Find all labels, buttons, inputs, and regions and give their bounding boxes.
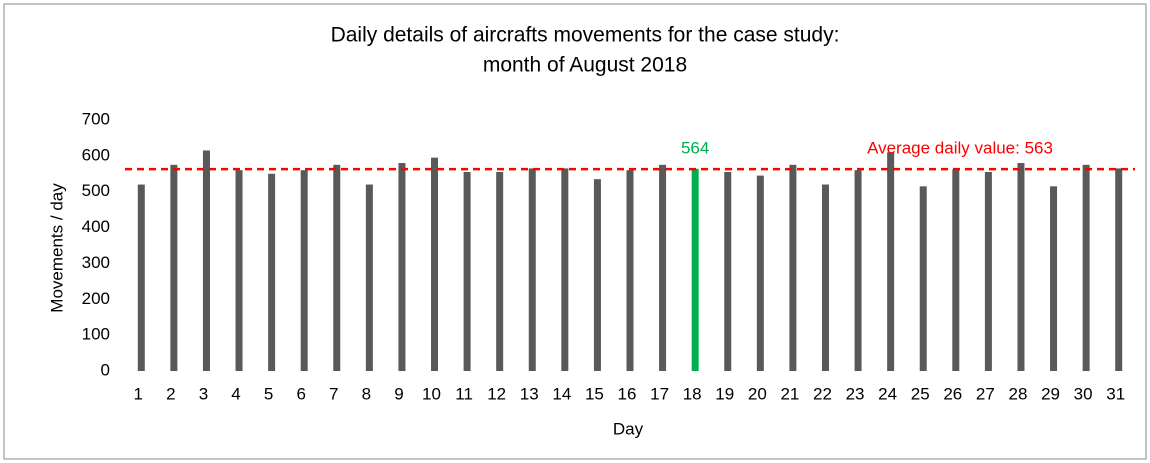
x-tick-label: 9 xyxy=(394,384,403,403)
x-tick-label: 17 xyxy=(650,384,669,403)
y-tick-label: 700 xyxy=(82,109,110,128)
bar xyxy=(659,164,667,371)
x-tick-label: 4 xyxy=(231,384,240,403)
x-tick-label: 20 xyxy=(748,384,767,403)
x-tick-label: 10 xyxy=(422,384,441,403)
x-tick-label: 13 xyxy=(520,384,539,403)
bar xyxy=(137,184,145,371)
x-tick-label: 1 xyxy=(134,384,143,403)
value-label: 564 xyxy=(681,138,709,157)
x-tick-label: 25 xyxy=(911,384,930,403)
bar xyxy=(398,163,406,371)
x-tick-label: 30 xyxy=(1074,384,1093,403)
y-tick-label: 600 xyxy=(82,145,110,164)
bar xyxy=(984,171,992,371)
x-tick-label: 11 xyxy=(455,384,473,403)
x-tick-label: 5 xyxy=(264,384,273,403)
x-axis-label: Day xyxy=(613,419,644,438)
x-tick-label: 7 xyxy=(329,384,338,403)
y-tick-label: 200 xyxy=(82,289,110,308)
bar xyxy=(1115,168,1123,371)
x-tick-label: 22 xyxy=(813,384,832,403)
x-tick-label: 15 xyxy=(585,384,604,403)
x-tick-label: 31 xyxy=(1106,384,1125,403)
x-tick-label: 27 xyxy=(976,384,995,403)
bar xyxy=(854,170,862,371)
bar xyxy=(724,171,732,371)
bar xyxy=(333,164,341,371)
bar xyxy=(528,168,536,371)
x-tick-label: 21 xyxy=(780,384,799,403)
y-tick-label: 0 xyxy=(101,360,110,379)
x-tick-label: 19 xyxy=(715,384,734,403)
bar xyxy=(235,170,243,371)
bar xyxy=(463,171,471,371)
y-tick-label: 300 xyxy=(82,253,110,272)
bar xyxy=(561,168,569,371)
bar xyxy=(821,184,829,371)
x-tick-label: 28 xyxy=(1009,384,1028,403)
bar xyxy=(202,150,210,371)
y-tick-label: 100 xyxy=(82,325,110,344)
x-tick-label: 24 xyxy=(878,384,897,403)
bar xyxy=(1050,186,1058,371)
x-tick-label: 12 xyxy=(487,384,506,403)
bar xyxy=(268,173,276,371)
average-label: Average daily value: 563 xyxy=(867,139,1053,158)
bar xyxy=(593,179,601,371)
bar xyxy=(496,171,504,371)
x-tick-label: 29 xyxy=(1041,384,1060,403)
bar xyxy=(756,175,764,371)
x-tick-label: 23 xyxy=(846,384,865,403)
x-tick-label: 2 xyxy=(166,384,175,403)
x-tick-label: 8 xyxy=(362,384,371,403)
bar xyxy=(626,170,634,371)
bar xyxy=(789,164,797,371)
bar xyxy=(952,169,960,371)
bar xyxy=(365,184,373,371)
chart-title: Daily details of aircrafts movements for… xyxy=(331,24,840,47)
bar xyxy=(1082,164,1090,371)
chart-subtitle: month of August 2018 xyxy=(483,54,687,77)
bar xyxy=(431,157,439,371)
x-tick-label: 14 xyxy=(552,384,571,403)
x-tick-label: 26 xyxy=(943,384,962,403)
y-tick-label: 500 xyxy=(82,181,110,200)
x-tick-label: 16 xyxy=(618,384,637,403)
y-tick-label: 400 xyxy=(82,217,110,236)
x-tick-label: 6 xyxy=(296,384,305,403)
bar xyxy=(300,170,308,371)
y-axis-label: Movements / day xyxy=(47,183,66,313)
x-tick-label: 18 xyxy=(683,384,702,403)
bar xyxy=(887,152,895,371)
x-tick-label: 3 xyxy=(199,384,208,403)
bar xyxy=(1017,163,1025,371)
bar xyxy=(919,186,927,371)
bar xyxy=(170,164,178,371)
bar xyxy=(691,168,699,371)
